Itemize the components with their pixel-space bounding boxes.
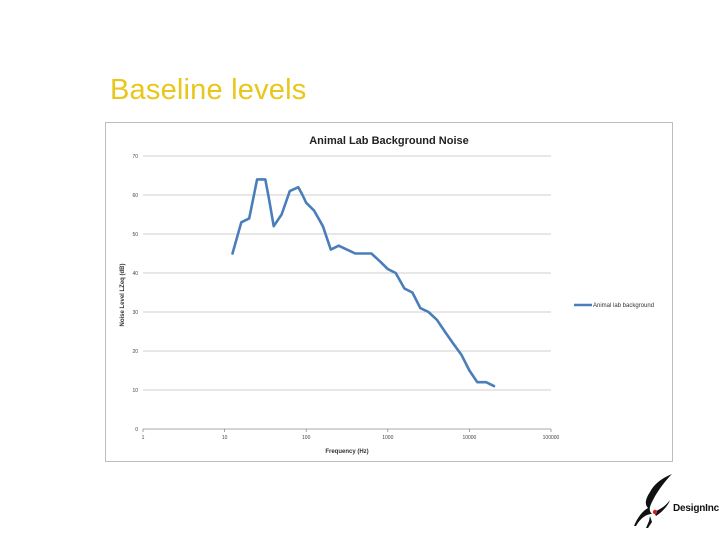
y-tick-60: 60 [132, 193, 138, 199]
y-tick-10: 10 [132, 388, 138, 394]
data-point [329, 248, 332, 251]
data-point [452, 342, 454, 345]
y-tick-30: 30 [132, 310, 138, 316]
data-point [297, 186, 300, 189]
x-axis-label: Frequency (Hz) [325, 449, 368, 455]
data-point [264, 178, 267, 181]
data-point [337, 244, 340, 247]
data-point [305, 201, 308, 204]
data-point [476, 381, 479, 384]
data-point [386, 268, 389, 270]
data-point [313, 209, 316, 212]
legend: Animal lab background [574, 303, 654, 309]
data-point [240, 221, 243, 224]
y-axis-label: Noise Level LZeq (dB) [120, 263, 126, 326]
data-point [419, 307, 422, 309]
data-point [411, 291, 414, 294]
data-point [233, 244, 236, 247]
data-point [268, 198, 270, 200]
bird-logo-icon [634, 474, 672, 528]
slide-title: Baseline levels [110, 74, 307, 106]
y-tick-20: 20 [132, 349, 138, 355]
data-point [321, 225, 324, 228]
grid-layer [142, 155, 552, 432]
x-tick-10000: 10000 [462, 435, 476, 441]
series-line-0 [231, 178, 496, 388]
data-point [288, 190, 291, 192]
x-tick-100000: 100000 [543, 435, 560, 441]
x-tick-10: 10 [222, 435, 228, 441]
designinc-logo: DesignInc [628, 470, 719, 530]
data-point [231, 252, 234, 255]
y-tick-labels: 0 10 20 30 40 50 60 70 [132, 154, 138, 433]
data-point [370, 252, 373, 255]
data-point [460, 354, 463, 356]
data-point [485, 381, 487, 384]
data-point [436, 318, 438, 321]
data-point [248, 217, 251, 220]
data-point [354, 252, 357, 255]
x-tick-100: 100 [302, 435, 311, 441]
data-point [272, 225, 275, 228]
data-point [378, 260, 381, 263]
y-tick-0: 0 [135, 427, 138, 433]
data-point [256, 178, 258, 181]
noise-chart: Animal Lab Background Noise 0 10 20 30 40 50 6… [120, 135, 654, 455]
series-layer [231, 178, 496, 388]
y-tick-70: 70 [132, 154, 138, 160]
data-point [443, 330, 446, 333]
data-point [301, 194, 304, 196]
data-point [345, 248, 348, 251]
data-point [427, 311, 430, 313]
x-tick-1000: 1000 [382, 435, 393, 441]
x-tick-1: 1 [142, 435, 145, 441]
legend-label: Animal lab background [593, 303, 654, 309]
data-point [493, 385, 495, 387]
data-point [403, 287, 406, 290]
chart-title: Animal Lab Background Noise [309, 135, 469, 147]
data-point [394, 272, 397, 274]
chart-frame: Animal Lab Background Noise 0 10 20 30 40 50 6… [105, 122, 673, 462]
data-point [468, 369, 471, 372]
data-point [362, 252, 365, 255]
logo-text: DesignInc [673, 503, 719, 514]
data-point [280, 213, 283, 216]
y-tick-40: 40 [132, 271, 138, 277]
x-tick-labels: 1 10 100 1000 10000 100000 [142, 435, 560, 441]
y-tick-50: 50 [132, 232, 138, 238]
